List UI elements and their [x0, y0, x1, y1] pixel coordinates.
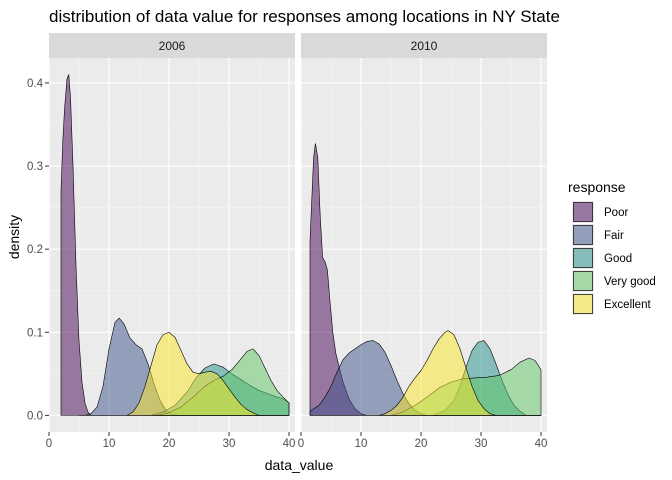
panels: 2006 0 10 20 30 40 0.0 0.1 0.2 0.3 0.4 2010 0 10 20 30 4… [27, 33, 547, 450]
x-tick-label: 10 [355, 438, 368, 450]
facet-strip [49, 33, 295, 58]
legend-title: response [568, 179, 626, 195]
legend-swatch [573, 202, 593, 222]
x-tick-label: 0 [298, 438, 304, 450]
x-tick-label: 20 [163, 438, 176, 450]
legend: response Poor Fair Good Very good Excellent [568, 179, 656, 315]
legend-label: Excellent [604, 299, 651, 311]
legend-swatch [573, 271, 593, 291]
legend-item-poor: Poor [572, 201, 628, 223]
legend-item-very-good: Very good [572, 270, 656, 292]
y-tick-label: 0.1 [27, 327, 43, 339]
legend-label: Fair [604, 230, 624, 242]
x-tick-label: 40 [283, 438, 296, 450]
x-tick-label: 20 [415, 438, 428, 450]
facet-strip-label: 2006 [159, 39, 186, 53]
chart-title: distribution of data value for responses… [49, 7, 560, 26]
facet-strip-label: 2010 [411, 39, 438, 53]
y-tick-label: 0.2 [27, 244, 43, 256]
legend-label: Good [604, 253, 632, 265]
x-tick-label: 10 [103, 438, 116, 450]
density-area-poor [60, 74, 290, 416]
x-tick-label: 30 [223, 438, 236, 450]
y-tick-label: 0.0 [27, 410, 43, 422]
density-area-excellent [126, 331, 290, 416]
legend-label: Poor [604, 207, 628, 219]
panel-2006: 2006 0 10 20 30 40 0.0 0.1 0.2 0.3 0.4 [27, 33, 295, 450]
y-tick-label: 0.3 [27, 161, 43, 173]
panel-2010: 2010 0 10 20 30 40 [298, 33, 548, 450]
y-axis-title: density [6, 215, 22, 259]
legend-swatch [573, 225, 593, 245]
x-tick-label: 30 [475, 438, 488, 450]
x-tick-label: 40 [535, 438, 548, 450]
y-tick-label: 0.4 [27, 78, 44, 90]
x-axis-title: data_value [265, 457, 334, 473]
x-tick-label: 0 [46, 438, 52, 450]
facet-strip [301, 33, 547, 58]
legend-swatch [573, 248, 593, 268]
legend-swatch [573, 294, 593, 314]
legend-label: Very good [604, 276, 656, 288]
legend-item-fair: Fair [572, 224, 624, 246]
legend-item-good: Good [572, 247, 632, 269]
density-area-excellent [378, 330, 542, 416]
legend-item-excellent: Excellent [572, 293, 651, 315]
